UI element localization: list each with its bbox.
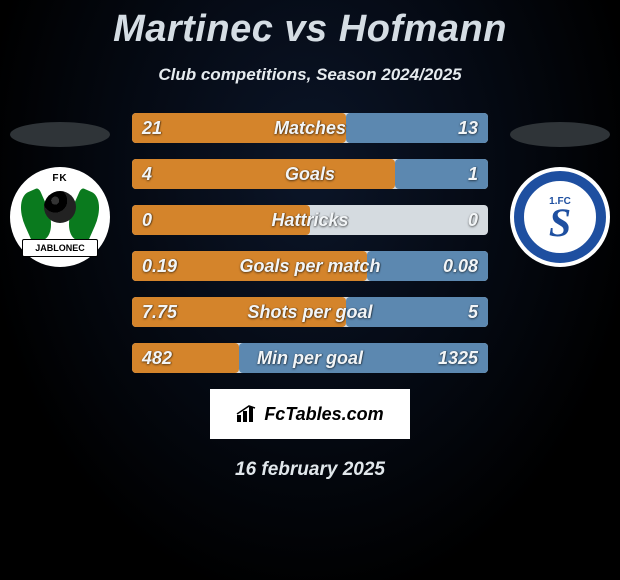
- stat-row: 00Hattricks: [132, 205, 488, 235]
- subtitle: Club competitions, Season 2024/2025: [0, 65, 620, 85]
- stat-label: Min per goal: [132, 343, 488, 373]
- stat-row: 41Goals: [132, 159, 488, 189]
- stat-label: Goals per match: [132, 251, 488, 281]
- crest-icon: 1.FC S: [510, 167, 610, 267]
- crest-inner: 1.FC S: [530, 187, 590, 247]
- crest-banner: JABLONEC: [22, 239, 98, 257]
- crest-shadow: [510, 122, 610, 147]
- crest-icon: FK JABLONEC: [10, 167, 110, 267]
- stat-label: Hattricks: [132, 205, 488, 235]
- stat-row: 4821325Min per goal: [132, 343, 488, 373]
- brand-chart-icon: [236, 405, 258, 423]
- ball-icon: [44, 191, 76, 223]
- crest-shadow: [10, 122, 110, 147]
- brand-badge: FcTables.com: [210, 389, 410, 439]
- stat-label: Matches: [132, 113, 488, 143]
- brand-text: FcTables.com: [264, 404, 383, 425]
- stat-row: 2113Matches: [132, 113, 488, 143]
- stat-row: 0.190.08Goals per match: [132, 251, 488, 281]
- stat-label: Shots per goal: [132, 297, 488, 327]
- title-left-player: Martinec: [113, 8, 273, 50]
- date-label: 16 february 2025: [0, 459, 620, 481]
- crest-letter: S: [549, 207, 571, 239]
- left-team-crest: FK JABLONEC: [0, 122, 120, 267]
- page-title: Martinec vs Hofmann: [0, 0, 620, 51]
- title-vs: vs: [284, 8, 327, 50]
- crest-text-top: FK: [52, 173, 67, 184]
- comparison-bars: 2113Matches 41Goals 00Hattricks 0.190.08Goa…: [132, 113, 488, 373]
- title-right-player: Hofmann: [339, 8, 507, 50]
- stat-row: 7.755Shots per goal: [132, 297, 488, 327]
- right-team-crest: 1.FC S: [500, 122, 620, 267]
- stat-label: Goals: [132, 159, 488, 189]
